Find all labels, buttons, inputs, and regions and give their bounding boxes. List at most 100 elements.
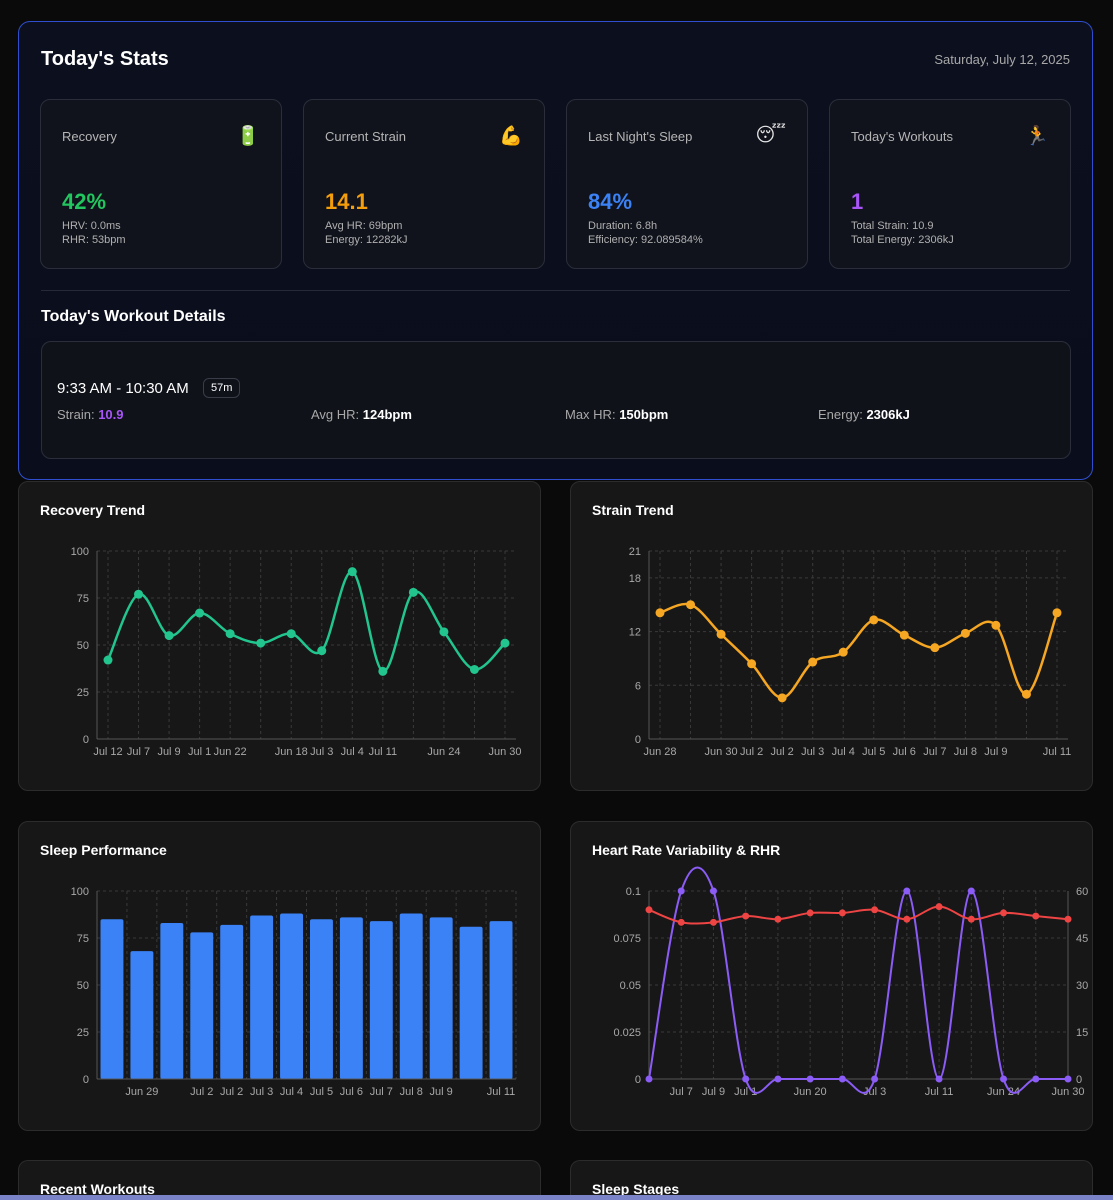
duration-badge: 57m bbox=[203, 378, 241, 398]
workout-energy: Energy: 2306kJ bbox=[818, 407, 910, 422]
hrv-point bbox=[1032, 1075, 1040, 1083]
max-hr-metric-value: 150bpm bbox=[619, 407, 669, 422]
sleep-efficiency-text: Efficiency: 92.089584% bbox=[588, 234, 703, 246]
avg-hr-metric-label: Avg HR: bbox=[311, 407, 360, 422]
x-tick-label: Jul 2 bbox=[771, 746, 794, 758]
data-point bbox=[899, 630, 909, 640]
hrv-rhr-card: Heart Rate Variability & RHR 0 0 0.025 15 0.… bbox=[570, 821, 1093, 1131]
data-point bbox=[103, 655, 113, 665]
hrv-rhr-chart[interactable]: 0 0 0.025 15 0.05 30 0.075 45 0.1 60 Jul 7 Jul 9 Jul… bbox=[571, 822, 1094, 1132]
sleep-performance-title: Sleep Performance bbox=[40, 842, 167, 858]
bar bbox=[339, 917, 363, 1079]
workouts-card[interactable]: Today's Workouts 🏃 1 Total Strain: 10.9 … bbox=[829, 99, 1071, 269]
workout-max-hr: Max HR: 150bpm bbox=[565, 407, 668, 422]
sleep-duration-text: Duration: 6.8h bbox=[588, 220, 658, 232]
sleep-stages-title: Sleep Stages bbox=[592, 1181, 680, 1197]
hrv-point bbox=[645, 1075, 653, 1083]
x-tick-label: Jul 8 bbox=[954, 746, 977, 758]
total-energy-text: Total Energy: 2306kJ bbox=[851, 234, 954, 246]
x-tick-label: Jul 9 bbox=[984, 746, 1007, 758]
rhr-point bbox=[871, 906, 879, 914]
max-hr-metric-label: Max HR: bbox=[565, 407, 616, 422]
page-title: Today's Stats bbox=[41, 48, 169, 70]
rhr-point bbox=[742, 912, 750, 920]
y-tick-label: 0 bbox=[83, 734, 89, 746]
rhr-point bbox=[935, 903, 943, 911]
x-tick-label: Jun 30 bbox=[705, 746, 738, 758]
x-tick-label: Jun 30 bbox=[488, 746, 521, 758]
y-tick-label: 0 bbox=[83, 1074, 89, 1086]
recovery-card[interactable]: Recovery 🔋 42% HRV: 0.0ms RHR: 53bpm bbox=[40, 99, 282, 269]
y-left-tick-label: 0.1 bbox=[626, 886, 641, 898]
energy-text: Energy: 12282kJ bbox=[325, 234, 408, 246]
data-point bbox=[195, 608, 205, 618]
data-point bbox=[869, 615, 879, 625]
bar bbox=[459, 926, 483, 1079]
bar bbox=[369, 921, 393, 1079]
current-strain-card[interactable]: Current Strain 💪 14.1 Avg HR: 69bpm Ener… bbox=[303, 99, 545, 269]
divider bbox=[41, 290, 1070, 291]
sleep-performance-chart[interactable]: 0 25 50 75 100 Jun 29 Jul 2 Jul 2 Jul 3 Jul 4 Jul … bbox=[19, 822, 542, 1132]
bar bbox=[160, 922, 184, 1079]
data-point bbox=[286, 629, 296, 639]
x-tick-label: Jun 24 bbox=[427, 746, 460, 758]
recent-workouts-title: Recent Workouts bbox=[40, 1181, 155, 1197]
total-strain-text: Total Strain: 10.9 bbox=[851, 220, 934, 232]
recovery-trend-chart[interactable]: 0 25 50 75 100 Jul 12 Jul 7 Jul 9 Jul 1 Jun 22 Jun… bbox=[19, 482, 542, 792]
x-tick-label: Jul 7 bbox=[127, 746, 150, 758]
sleep-label: Last Night's Sleep bbox=[588, 129, 693, 144]
energy-metric-label: Energy: bbox=[818, 407, 863, 422]
bar bbox=[220, 924, 244, 1079]
recovery-label: Recovery bbox=[62, 129, 117, 144]
x-tick-label: Jul 2 bbox=[220, 1086, 243, 1098]
y-tick-label: 75 bbox=[77, 593, 89, 605]
x-tick-label: Jul 6 bbox=[893, 746, 916, 758]
rhr-point bbox=[838, 909, 846, 917]
y-right-tick-label: 30 bbox=[1076, 980, 1088, 992]
x-tick-label: Jul 3 bbox=[801, 746, 824, 758]
data-point bbox=[317, 646, 327, 656]
hrv-point bbox=[1000, 1075, 1008, 1083]
rhr-point bbox=[677, 918, 685, 926]
data-point bbox=[256, 638, 266, 648]
rhr-point bbox=[967, 915, 975, 923]
data-point bbox=[134, 589, 144, 599]
x-tick-label: Jun 28 bbox=[643, 746, 676, 758]
workouts-label: Today's Workouts bbox=[851, 129, 953, 144]
data-point bbox=[225, 629, 235, 639]
x-tick-label: Jul 1 bbox=[188, 746, 211, 758]
sleep-card[interactable]: Last Night's Sleep 😴 84% Duration: 6.8h … bbox=[566, 99, 808, 269]
x-tick-label: Jul 3 bbox=[250, 1086, 273, 1098]
data-point bbox=[439, 627, 449, 637]
x-tick-label: Jun 24 bbox=[987, 1086, 1020, 1098]
data-point bbox=[1021, 689, 1031, 699]
recovery-trend-card: Recovery Trend 0 25 50 75 100 Jul 12 Jul 7 Jul … bbox=[18, 481, 541, 791]
strain-label: Current Strain bbox=[325, 129, 406, 144]
y-right-tick-label: 45 bbox=[1076, 933, 1088, 945]
y-right-tick-label: 15 bbox=[1076, 1027, 1088, 1039]
data-point bbox=[164, 631, 174, 641]
x-tick-label: Jul 11 bbox=[1043, 746, 1072, 758]
hrv-line bbox=[648, 866, 1068, 1094]
y-right-tick-label: 60 bbox=[1076, 886, 1088, 898]
x-tick-label: Jul 11 bbox=[369, 746, 398, 758]
hrv-point bbox=[1064, 1075, 1072, 1083]
hrv-point bbox=[806, 1075, 814, 1083]
data-point bbox=[991, 620, 1001, 630]
x-tick-label: Jul 11 bbox=[925, 1086, 954, 1098]
bar bbox=[100, 919, 124, 1079]
y-tick-label: 75 bbox=[77, 933, 89, 945]
data-point bbox=[777, 693, 787, 703]
runner-icon: 🏃 bbox=[1025, 126, 1049, 147]
y-left-tick-label: 0 bbox=[635, 1074, 641, 1086]
data-point bbox=[378, 666, 388, 676]
x-tick-label: Jul 4 bbox=[341, 746, 364, 758]
workout-detail-card[interactable]: 9:33 AM - 10:30 AM 57m Strain: 10.9 Avg … bbox=[41, 341, 1071, 459]
x-tick-label: Jun 20 bbox=[794, 1086, 827, 1098]
data-point bbox=[469, 664, 479, 674]
data-point bbox=[686, 600, 696, 610]
rhr-point bbox=[709, 918, 717, 926]
data-point bbox=[347, 567, 357, 577]
y-tick-label: 25 bbox=[77, 687, 89, 699]
